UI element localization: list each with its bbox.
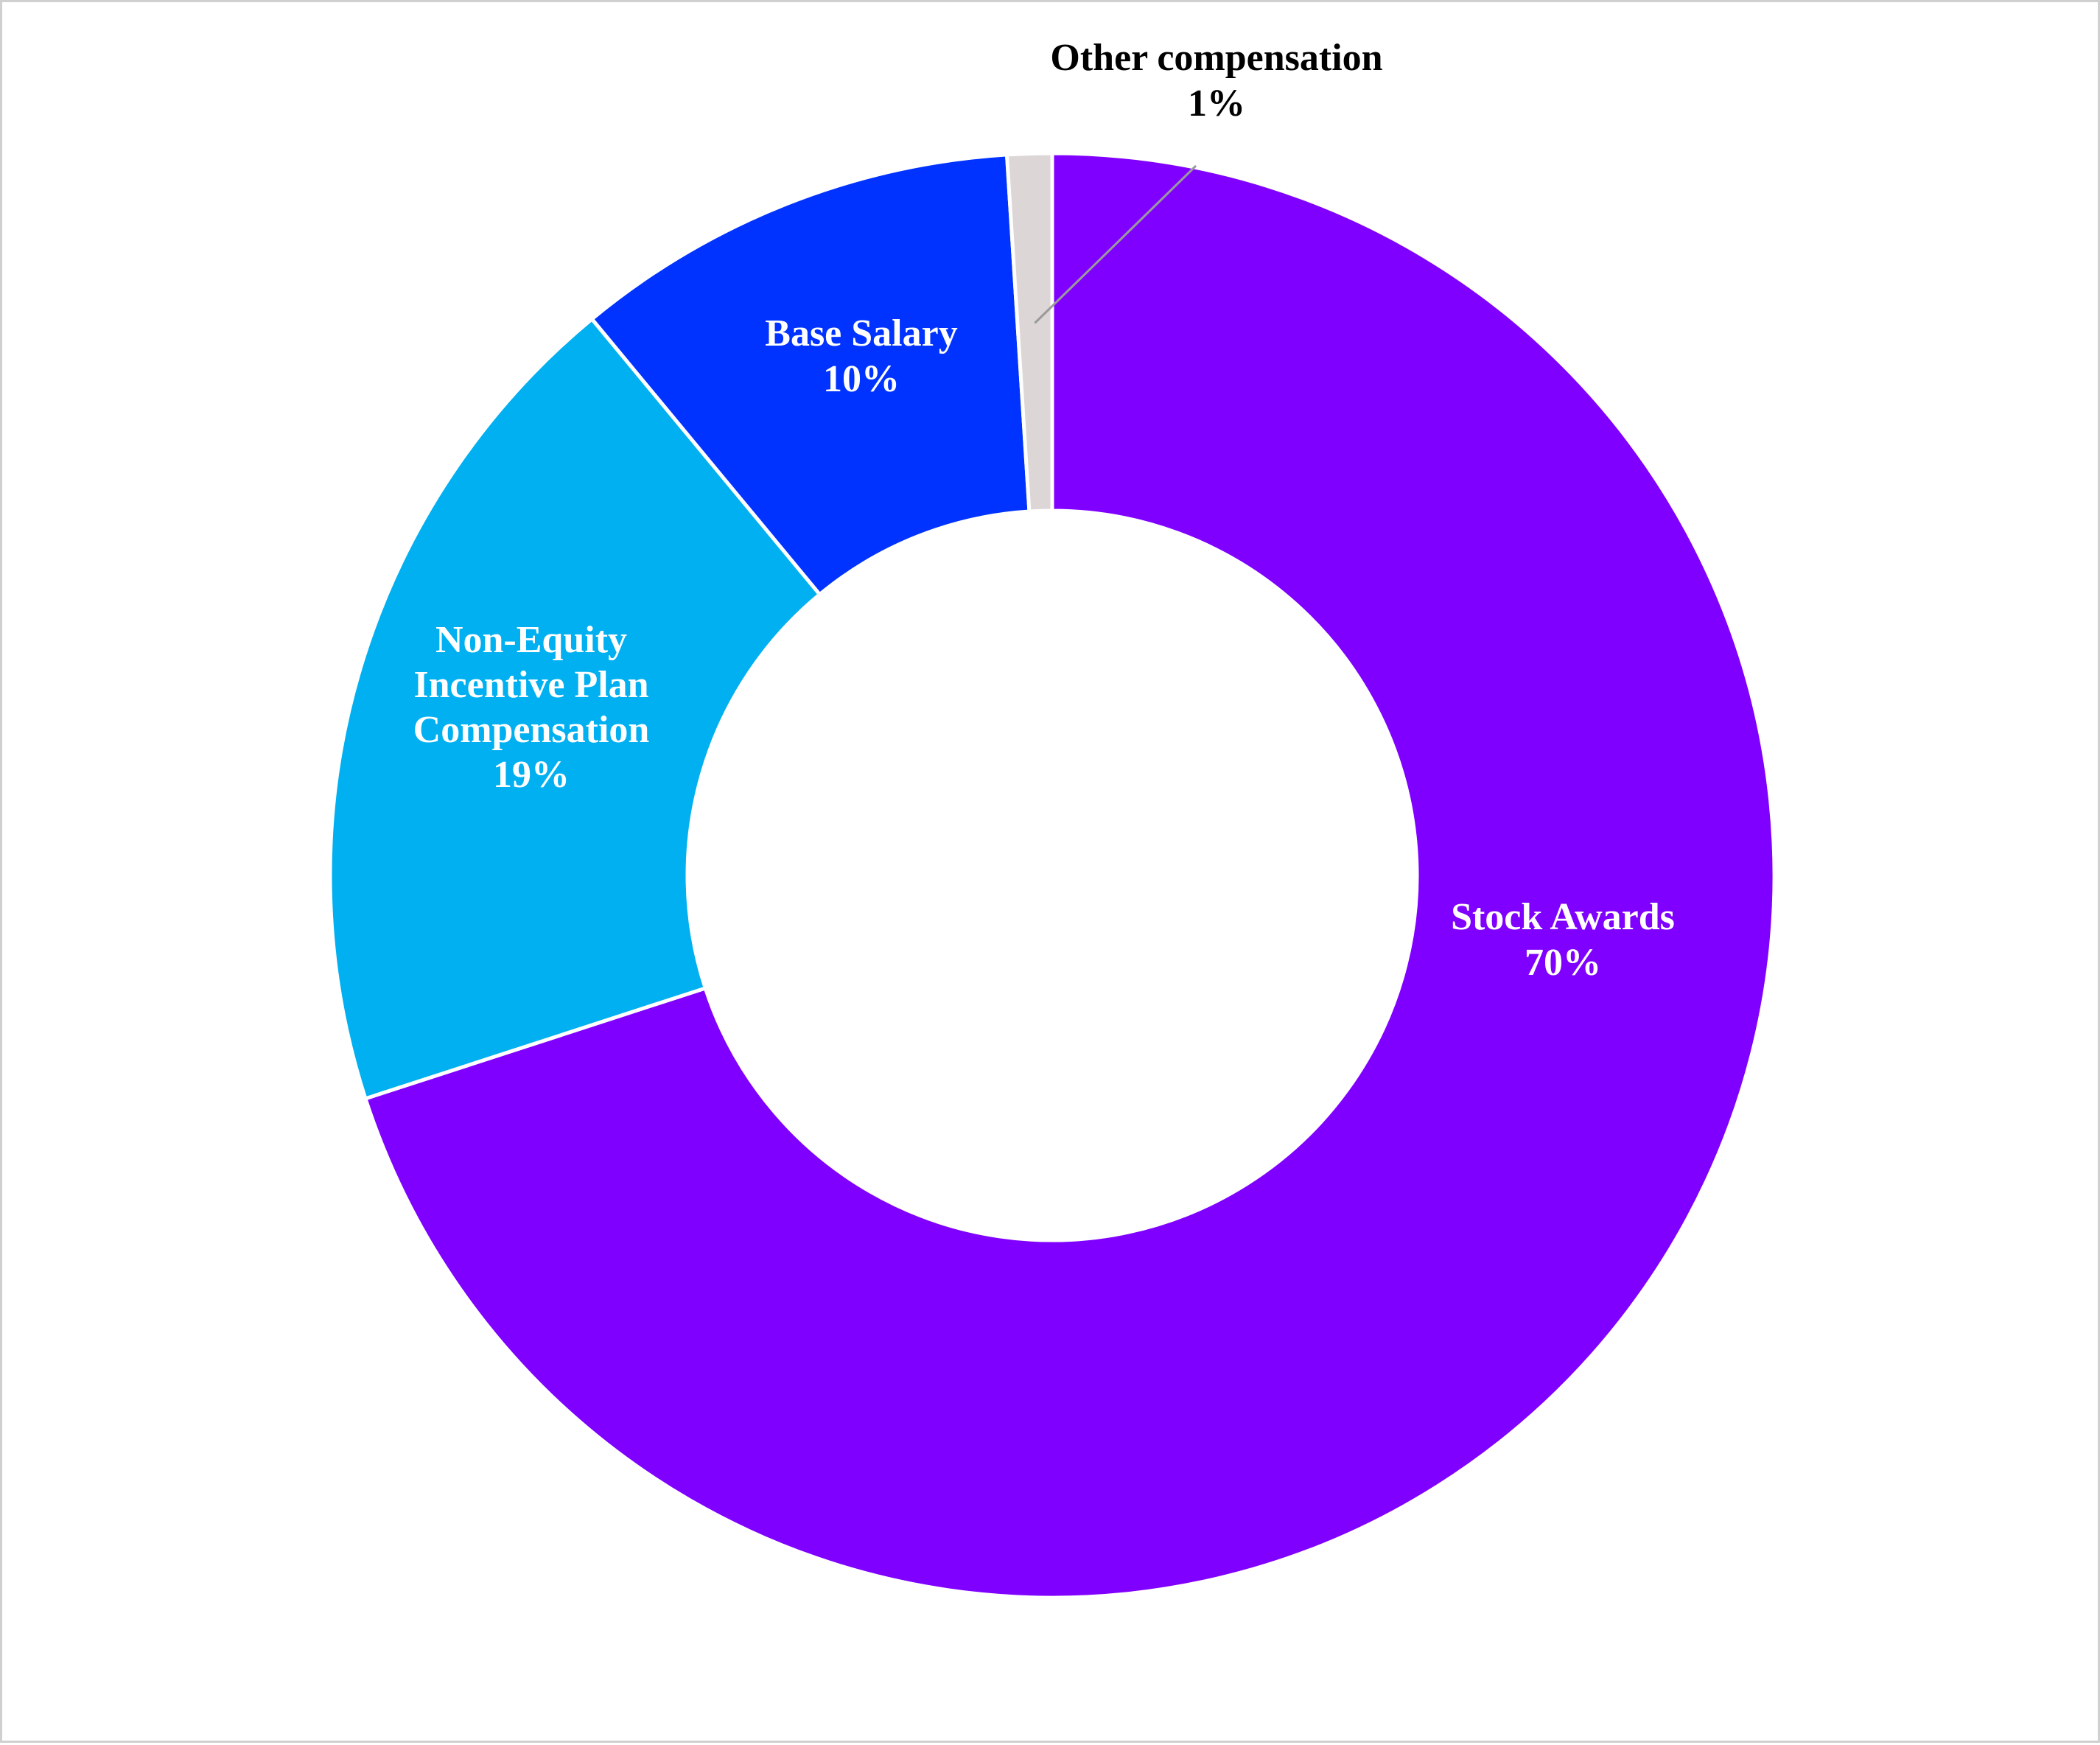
label-value-other-compensation: 1% xyxy=(1188,83,1245,125)
data-label-non-equity-incentive-plan-compensation: Non-Equity Incentive Plan Compensation 19% xyxy=(413,619,650,796)
label-value-stock-awards: 70% xyxy=(1525,942,1601,984)
data-label-stock-awards: Stock Awards 70% xyxy=(1451,896,1675,984)
label-name-non-equity-incentive-plan-compensation: Incentive Plan xyxy=(413,664,648,706)
data-label-other-compensation: Other compensation 1% xyxy=(1050,37,1382,125)
label-name-base-salary: Base Salary xyxy=(765,312,957,354)
slice-stock-awards xyxy=(363,151,1777,1600)
label-name-non-equity-incentive-plan-compensation: Compensation xyxy=(413,709,650,751)
data-label-base-salary: Base Salary 10% xyxy=(765,312,957,400)
label-name-non-equity-incentive-plan-compensation: Non-Equity xyxy=(435,619,627,661)
slice-other-compensation xyxy=(1004,151,1054,514)
leader-line-group xyxy=(1034,164,1197,324)
label-name-other-compensation: Other compensation xyxy=(1050,37,1382,79)
label-name-stock-awards: Stock Awards xyxy=(1451,896,1675,938)
slice-group xyxy=(328,151,1777,1600)
label-value-non-equity-incentive-plan-compensation: 19% xyxy=(493,754,570,796)
slice-non-equity-incentive-plan-compensation xyxy=(328,316,822,1101)
label-group: Stock Awards 70% Non-Equity Incentive Plan C… xyxy=(413,37,1675,984)
label-value-base-salary: 10% xyxy=(823,358,900,400)
leader-line-other-compensation xyxy=(1034,164,1197,324)
slice-base-salary xyxy=(589,153,1032,598)
